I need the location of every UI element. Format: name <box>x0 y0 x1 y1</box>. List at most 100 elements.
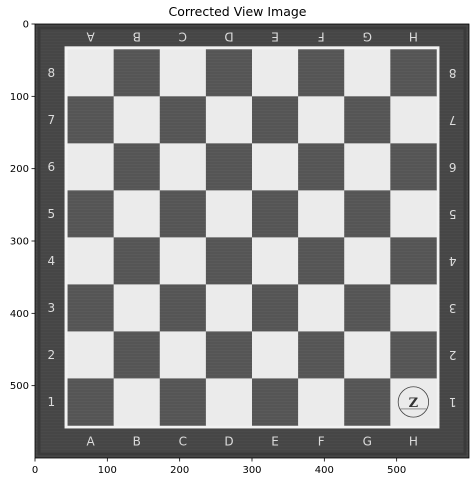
light-square <box>298 190 345 238</box>
square-grain <box>67 284 114 332</box>
square-grain <box>205 331 252 379</box>
light-square <box>298 284 345 332</box>
rank-label-right: 3 <box>449 301 457 315</box>
square-grain <box>113 49 160 97</box>
frame-rim <box>37 26 467 456</box>
rank-label-left: 2 <box>47 348 55 362</box>
light-square <box>344 143 391 191</box>
square-grain <box>113 143 160 191</box>
y-tick-label: 200 <box>10 164 29 175</box>
rank-label-left: 1 <box>47 395 55 409</box>
light-square <box>252 49 299 97</box>
square-grain <box>252 190 299 238</box>
y-tick-label: 0 <box>23 20 29 31</box>
y-tick-label: 400 <box>10 309 29 320</box>
file-label-top: F <box>318 30 325 44</box>
rank-label-left: 5 <box>47 207 55 221</box>
file-label-top: G <box>363 30 372 44</box>
light-square <box>205 96 253 144</box>
file-label-bottom: B <box>133 435 141 449</box>
file-label-bottom: C <box>179 435 187 449</box>
x-tick-label: 0 <box>32 465 38 476</box>
light-square <box>113 190 161 238</box>
square-grain <box>298 49 345 97</box>
light-square <box>205 284 253 332</box>
file-label-bottom: F <box>318 435 325 449</box>
light-square <box>159 331 207 379</box>
light-square <box>298 378 345 426</box>
light-square <box>344 237 391 285</box>
square-grain <box>298 237 345 285</box>
square-grain <box>298 143 345 191</box>
square-grain <box>205 143 252 191</box>
light-square <box>113 378 161 426</box>
square-grain <box>344 190 391 238</box>
x-tick-label: 400 <box>315 465 334 476</box>
square-grain <box>390 49 437 97</box>
square-grain <box>113 331 160 379</box>
light-square <box>344 331 391 379</box>
rank-label-left: 7 <box>47 113 55 127</box>
square-grain <box>159 284 206 332</box>
square-grain <box>252 96 299 144</box>
x-tick-label: 200 <box>170 465 189 476</box>
x-tick-label: 100 <box>98 465 117 476</box>
square-grain <box>67 378 114 426</box>
file-label-top: D <box>224 30 233 44</box>
rank-label-right: 2 <box>449 348 457 362</box>
square-grain <box>344 284 391 332</box>
light-square <box>205 190 253 238</box>
file-label-top: E <box>271 30 279 44</box>
light-square <box>205 378 253 426</box>
chart-title: Corrected View Image <box>168 4 307 19</box>
chessboard-image: A B C D E F G H A B C D E F G H 8 7 6 5 4 3 2 1 8 7 6 5 4 3 2 1 Z <box>35 24 469 458</box>
square-grain <box>205 237 252 285</box>
y-tick-label: 300 <box>10 237 29 248</box>
file-label-bottom: A <box>86 435 95 449</box>
x-tick-label: 300 <box>242 465 261 476</box>
rank-label-right: 7 <box>449 113 457 127</box>
axes: 0 100 200 300 400 500 0 100 200 300 400 500 <box>10 20 470 476</box>
square-grain <box>390 331 437 379</box>
light-square <box>159 143 207 191</box>
file-label-top: C <box>179 30 187 44</box>
light-square <box>390 190 437 238</box>
rank-label-right: 1 <box>449 395 457 409</box>
light-square <box>67 143 114 191</box>
light-square <box>252 237 299 285</box>
square-grain <box>390 143 437 191</box>
file-label-top: H <box>409 30 418 44</box>
square-grain <box>344 96 391 144</box>
light-square <box>252 331 299 379</box>
rank-label-left: 6 <box>47 160 55 174</box>
light-square <box>344 49 391 97</box>
square-grain <box>67 190 114 238</box>
logo-mark: Z <box>409 396 419 411</box>
square-grain <box>298 331 345 379</box>
file-label-bottom: D <box>224 435 233 449</box>
x-tick-label: 500 <box>387 465 406 476</box>
file-label-bottom: H <box>409 435 418 449</box>
y-tick-label: 100 <box>10 92 29 103</box>
light-square <box>67 49 114 97</box>
rank-label-right: 5 <box>449 207 457 221</box>
square-grain <box>205 49 252 97</box>
square-grain <box>390 237 437 285</box>
rank-label-left: 3 <box>47 301 55 315</box>
rank-label-left: 4 <box>47 254 55 268</box>
file-label-bottom: G <box>363 435 372 449</box>
light-square <box>67 237 114 285</box>
square-grain <box>252 378 299 426</box>
light-square <box>159 49 207 97</box>
light-square <box>67 331 114 379</box>
rank-label-right: 4 <box>449 254 457 268</box>
logo-seal: Z <box>397 386 430 418</box>
file-label-top: A <box>86 30 95 44</box>
square-grain <box>159 378 206 426</box>
light-square <box>159 237 207 285</box>
square-grain <box>159 96 206 144</box>
y-tick-label: 500 <box>10 381 29 392</box>
light-square <box>113 96 161 144</box>
logo-ring <box>397 386 430 418</box>
